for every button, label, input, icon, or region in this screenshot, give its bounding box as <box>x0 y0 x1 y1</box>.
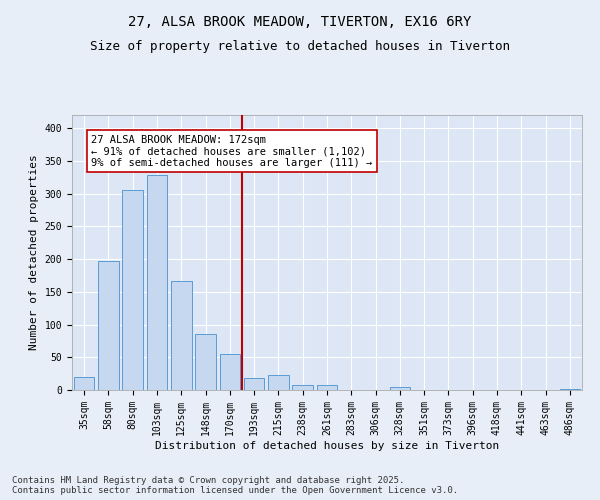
Text: Size of property relative to detached houses in Tiverton: Size of property relative to detached ho… <box>90 40 510 53</box>
Y-axis label: Number of detached properties: Number of detached properties <box>29 154 39 350</box>
Bar <box>122 190 143 390</box>
Bar <box>389 386 410 390</box>
Bar <box>220 354 240 390</box>
Text: 27 ALSA BROOK MEADOW: 172sqm
← 91% of detached houses are smaller (1,102)
9% of : 27 ALSA BROOK MEADOW: 172sqm ← 91% of de… <box>91 134 373 168</box>
Bar <box>146 175 167 390</box>
Bar <box>292 386 313 390</box>
Bar <box>98 261 119 390</box>
Bar <box>268 375 289 390</box>
X-axis label: Distribution of detached houses by size in Tiverton: Distribution of detached houses by size … <box>155 440 499 450</box>
Bar <box>317 386 337 390</box>
Bar <box>74 377 94 390</box>
Text: Contains HM Land Registry data © Crown copyright and database right 2025.
Contai: Contains HM Land Registry data © Crown c… <box>12 476 458 495</box>
Bar <box>195 334 216 390</box>
Bar <box>560 388 580 390</box>
Bar <box>171 280 191 390</box>
Bar <box>244 378 265 390</box>
Text: 27, ALSA BROOK MEADOW, TIVERTON, EX16 6RY: 27, ALSA BROOK MEADOW, TIVERTON, EX16 6R… <box>128 15 472 29</box>
